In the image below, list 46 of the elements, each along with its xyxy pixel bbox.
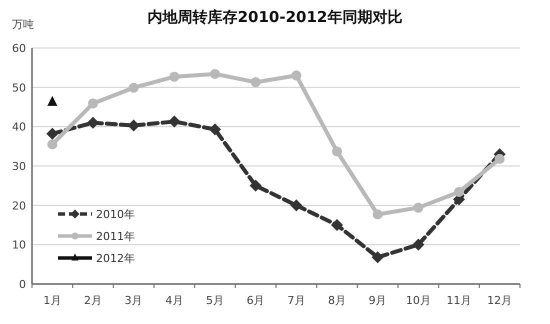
point bbox=[87, 116, 99, 129]
y-tick-label: 20 bbox=[12, 199, 26, 212]
point bbox=[372, 209, 383, 220]
x-tick-label: 1月 bbox=[43, 294, 62, 307]
y-tick-label: 30 bbox=[12, 160, 26, 173]
point bbox=[250, 77, 261, 88]
point bbox=[290, 199, 302, 212]
point bbox=[209, 123, 221, 136]
y-tick-label: 10 bbox=[12, 238, 26, 252]
point bbox=[210, 68, 220, 79]
point bbox=[413, 202, 424, 213]
x-tick-label: 10月 bbox=[406, 294, 431, 307]
point bbox=[372, 251, 384, 264]
y-tick-label: 60 bbox=[12, 42, 26, 55]
x-tick-label: 2月 bbox=[84, 294, 102, 307]
x-tick-label: 6月 bbox=[246, 294, 265, 307]
legend-label: 2012年 bbox=[96, 252, 135, 265]
point bbox=[454, 186, 464, 197]
point bbox=[128, 119, 140, 132]
point bbox=[332, 146, 342, 156]
point bbox=[128, 82, 139, 93]
x-tick-label: 5月 bbox=[206, 294, 224, 307]
point bbox=[168, 116, 180, 128]
x-tick-label: 12月 bbox=[487, 294, 512, 307]
point bbox=[291, 70, 302, 81]
point bbox=[250, 180, 262, 192]
point bbox=[46, 128, 58, 140]
x-tick-label: 7月 bbox=[287, 294, 306, 307]
legend-label: 2011年 bbox=[96, 230, 135, 243]
x-tick-label: 8月 bbox=[328, 294, 346, 307]
x-tick-label: 3月 bbox=[124, 294, 143, 307]
chart-title: 内地周转库存2010-2012年同期对比 bbox=[148, 8, 402, 26]
point bbox=[88, 98, 98, 108]
point bbox=[412, 238, 424, 251]
x-tick-label: 4月 bbox=[165, 294, 184, 307]
y-tick-label: 40 bbox=[12, 120, 26, 134]
point bbox=[169, 72, 180, 82]
point bbox=[331, 219, 343, 231]
x-tick-label: 11月 bbox=[446, 294, 472, 307]
y-axis-title: 万吨 bbox=[12, 18, 34, 31]
y-tick-label: 50 bbox=[12, 81, 26, 94]
point bbox=[494, 154, 505, 164]
legend-label: 2010年 bbox=[96, 208, 135, 221]
y-tick-label: 0 bbox=[19, 278, 26, 291]
x-tick-label: 9月 bbox=[368, 294, 387, 307]
point bbox=[47, 139, 58, 150]
